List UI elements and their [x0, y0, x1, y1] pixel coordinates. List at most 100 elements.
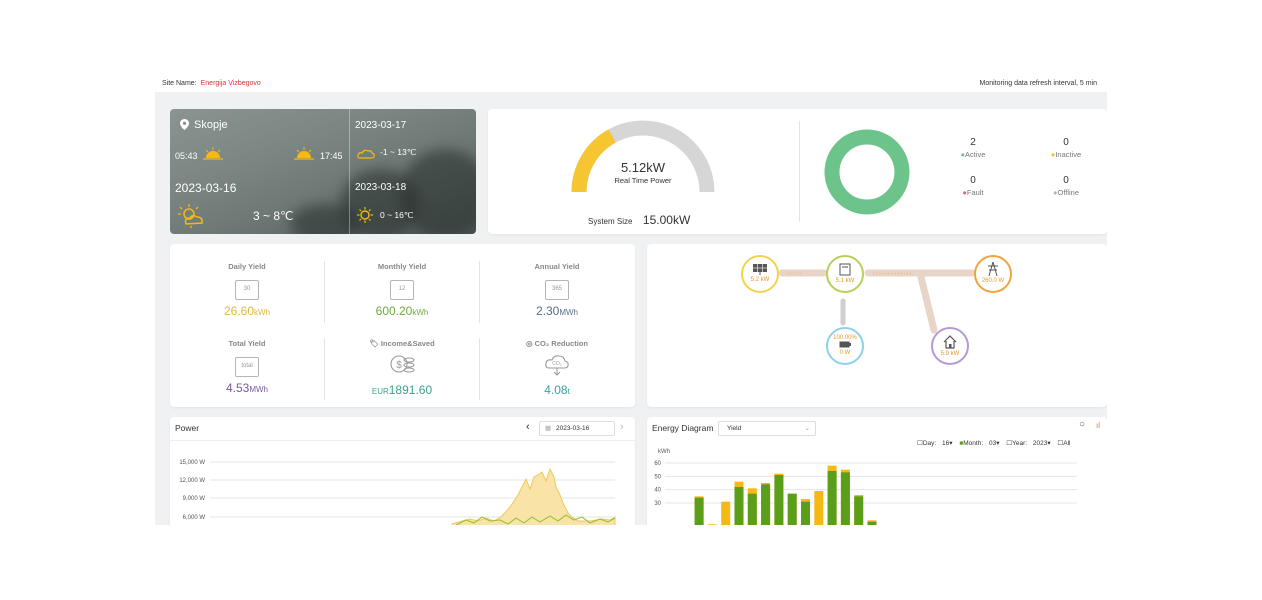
y-axis-unit: kWh	[658, 449, 670, 455]
power-chart: 15,000 W 12,000 W 9,000 W 6,000 W	[179, 460, 616, 525]
co2-reduction: ◎ CO₂ Reduction CO₂ 4.08t	[482, 339, 632, 397]
bar-yellow[interactable]	[721, 501, 731, 525]
day3-temp: 0 ~ 16℃	[380, 210, 414, 220]
svg-text:$: $	[396, 360, 402, 371]
bar-green[interactable]	[747, 493, 757, 525]
day-select[interactable]: 16	[942, 440, 950, 447]
bar-chart-icon[interactable]: ıl	[1096, 421, 1100, 430]
y-tick-label: 30	[654, 501, 661, 507]
y-tick-label: 12,000 W	[179, 478, 205, 484]
y-tick-label: 40	[654, 488, 661, 494]
monthly-yield: Monthly Yield 12 600.20kWh	[375, 262, 429, 318]
bar-green[interactable]	[694, 497, 704, 525]
sun-icon	[357, 207, 373, 228]
year-select[interactable]: 2023	[1032, 440, 1048, 447]
leaf-icon: ◎	[526, 339, 535, 348]
today-date: 2023-03-16	[175, 181, 237, 195]
month-select[interactable]: 03	[988, 440, 997, 447]
chevron-down-icon: ⌄	[804, 425, 810, 432]
y-tick-label: 15,000 W	[179, 460, 205, 466]
sunset-time: 17:45	[320, 151, 343, 161]
income-saved: 🏷︎ Income&Saved $ EUR1891.60	[327, 339, 477, 397]
bar-green[interactable]	[787, 493, 797, 525]
energy-title: Energy Diagram	[652, 423, 714, 433]
power-title: Power	[175, 423, 200, 433]
year-checkbox[interactable]: ☐	[1006, 440, 1013, 447]
bar-green[interactable]	[774, 475, 784, 525]
refresh-interval: Monitoring data refresh interval, 5 min	[979, 80, 1098, 87]
month-checkbox[interactable]: ■	[959, 440, 964, 447]
calendar-icon: 365	[545, 280, 569, 300]
solar-panel-icon	[743, 263, 777, 277]
status-fault[interactable]: 0 ●Fault	[962, 175, 984, 197]
battery-node[interactable]: 100.00% 0 W	[826, 327, 864, 365]
svg-text:› › › › › › ‹ ‹ ‹ ‹ ‹ ‹ ‹: › › › › › › ‹ ‹ ‹ ‹ ‹ ‹ ‹	[873, 271, 912, 277]
partly-cloudy-icon	[178, 204, 204, 233]
bar-yellow[interactable]	[707, 524, 717, 525]
day2-date: 2023-03-17	[355, 120, 407, 131]
y-tick-label: 6,000 W	[183, 515, 206, 521]
status-offline[interactable]: 0 ●Offline	[1052, 175, 1080, 197]
grid-node[interactable]: 260.0 W	[974, 255, 1012, 293]
calendar-icon: ▦	[545, 425, 552, 432]
bar-green[interactable]	[854, 496, 864, 525]
bar-green[interactable]	[840, 472, 850, 525]
calendar-icon: total	[235, 357, 259, 377]
today-temp: 3 ~ 8℃	[253, 209, 294, 223]
coins-icon: $	[327, 352, 477, 381]
home-node[interactable]: 5.9 kW	[931, 327, 969, 365]
dashboard: Skopje 05:43 17:45 2023-03-16 3 ~ 8℃ 202…	[155, 92, 1107, 525]
weather-card: Skopje 05:43 17:45 2023-03-16 3 ~ 8℃ 202…	[170, 109, 476, 234]
status-active[interactable]: 2 ●Active	[960, 137, 986, 159]
home-icon	[933, 335, 967, 351]
sunrise-time: 05:43	[175, 151, 198, 161]
bar-green[interactable]	[734, 487, 744, 525]
day2-temp: -1 ~ 13℃	[380, 147, 417, 157]
yield-summary-card: Daily Yield 30 26.60kWh Monthly Yield 12…	[170, 244, 635, 407]
daily-yield: Daily Yield 30 26.60kWh	[223, 262, 271, 318]
period-selector: ☐Day: 16▾ ■Month: 03▾ ☐Year: 2023▾ ☐All	[917, 440, 1071, 447]
site-name-value[interactable]: Energija Vizbegovo	[200, 80, 261, 87]
status-inactive[interactable]: 0 ●Inactive	[1050, 137, 1082, 159]
co2-cloud-icon: CO₂	[482, 352, 632, 381]
power-tower-icon	[976, 261, 1010, 278]
location-icon	[180, 119, 189, 133]
day-checkbox[interactable]: ☐	[917, 440, 923, 447]
y-tick-label: 60	[654, 461, 661, 467]
calendar-icon: 12	[390, 280, 414, 300]
y-tick-label: 50	[654, 474, 661, 480]
bar-green[interactable]	[801, 501, 810, 525]
pv-node[interactable]: 5.2 kW	[741, 255, 779, 293]
system-size: System Size 15.00kW	[588, 213, 691, 227]
refresh-icon[interactable]: ○	[1079, 419, 1086, 430]
realtime-status-card: 5.12kW Real Time Power System Size 15.00…	[488, 109, 1107, 234]
bar-green[interactable]	[827, 471, 837, 525]
svg-text:CO₂: CO₂	[552, 361, 562, 367]
chart-type-select[interactable]: Yield ⌄	[718, 421, 816, 436]
energy-flow-card: › › › › › › › › › › › ‹ ‹ ‹ ‹ ‹ ‹ ‹ 5.2 …	[647, 244, 1107, 407]
top-bar: Site Name: Energija Vizbegovo Monitoring …	[155, 78, 1107, 92]
energy-diagram-card: Energy Diagram Yield ⌄ ○ ıl ☐Day: 16▾ ■M…	[647, 417, 1107, 525]
inverter-node[interactable]: 5.1 kW	[826, 255, 864, 293]
inverter-icon	[828, 263, 862, 278]
realtime-power-value: 5.12kW	[620, 160, 666, 175]
device-status-ring	[824, 129, 910, 215]
sunset-icon	[294, 147, 314, 166]
annual-yield: Annual Yield 365 2.30MWh	[534, 262, 580, 318]
realtime-power-label: Real Time Power	[614, 176, 672, 185]
next-day-button[interactable]: ›	[620, 421, 624, 433]
day3-date: 2023-03-18	[355, 182, 407, 193]
bar-green[interactable]	[761, 484, 771, 525]
realtime-power-gauge	[571, 120, 715, 193]
power-line	[455, 514, 616, 525]
flow-lines: › › › › › › › › › › › ‹ ‹ ‹ ‹ ‹ ‹ ‹	[778, 269, 976, 334]
city-name: Skopje	[194, 119, 228, 131]
date-picker[interactable]: ▦ 2023-03-16	[539, 421, 615, 436]
total-yield: Total Yield total 4.53MWh	[225, 339, 269, 395]
prev-day-button[interactable]: ‹	[526, 421, 530, 433]
bar-yellow[interactable]	[814, 491, 824, 525]
cloud-icon	[357, 146, 375, 164]
bar-green[interactable]	[867, 521, 877, 525]
energy-bar-chart: 60 50 40 30	[654, 461, 1077, 525]
all-checkbox[interactable]: ☐	[1057, 440, 1064, 447]
